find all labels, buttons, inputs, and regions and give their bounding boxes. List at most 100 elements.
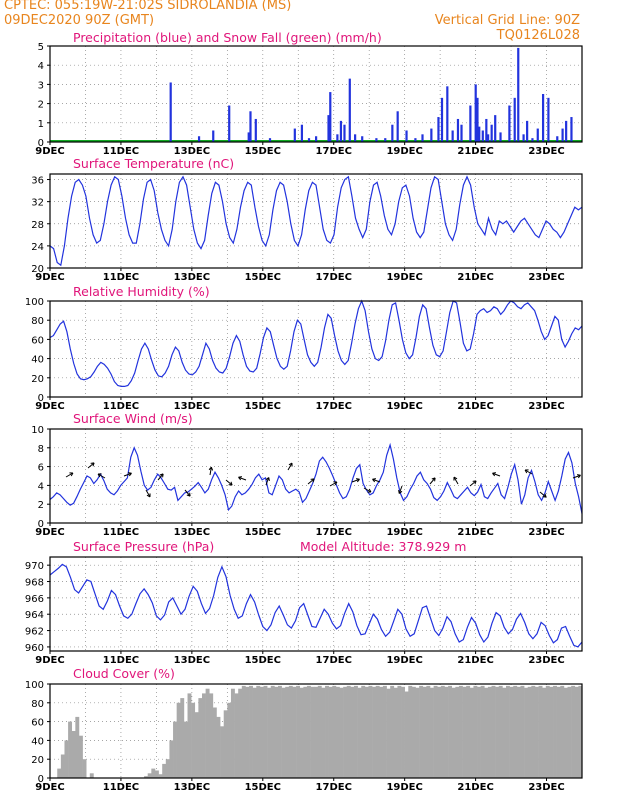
cloud-bar	[527, 686, 532, 778]
x-tick-label: 11DEC	[103, 655, 139, 666]
precip-bar	[307, 138, 311, 142]
cloud-bar	[183, 721, 188, 778]
cloud-bar	[386, 688, 391, 778]
cloud-bar	[162, 763, 167, 778]
wind-arrow-head	[97, 473, 102, 478]
wind-arrow	[469, 480, 477, 487]
cloud-bar	[303, 686, 308, 778]
x-tick-label: 13DEC	[174, 782, 210, 793]
cloud-bar	[473, 685, 478, 778]
precip-bar	[456, 118, 460, 142]
cloud-bar	[419, 685, 424, 778]
cloud-bar	[437, 686, 442, 778]
cloud-bar	[328, 686, 333, 778]
cloud-bar	[506, 685, 510, 778]
precip-bar	[348, 78, 351, 142]
precip-bar	[522, 134, 525, 142]
cloud-bar	[176, 702, 181, 778]
x-tick-label: 21DEC	[457, 272, 493, 283]
cloud-bar	[444, 686, 449, 778]
cloud-bar	[64, 740, 69, 778]
cloud-bar	[191, 702, 196, 778]
cloud-bar	[339, 687, 344, 778]
date-label: 09DEC2020 90Z (GMT)	[4, 13, 155, 28]
cloud-bar	[397, 685, 402, 778]
cloud-bar	[202, 693, 206, 778]
y-tick-label: 60	[31, 718, 44, 729]
cloud-bar	[78, 735, 83, 778]
cloud-bar	[451, 687, 456, 778]
cloud-bar	[220, 726, 225, 778]
wind-arrow	[123, 472, 132, 477]
precip-bar	[481, 130, 484, 142]
wind-arrow-head	[542, 493, 547, 498]
wind-arrow-head	[524, 469, 529, 474]
cloud-bar	[71, 731, 76, 778]
cloud-bar	[281, 687, 286, 778]
x-tick-label: 23DEC	[528, 527, 564, 538]
cloud-bar	[422, 686, 427, 778]
precip-bar	[517, 47, 520, 142]
y-tick-label: 36	[31, 176, 44, 187]
y-tick-label: 962	[25, 627, 44, 638]
y-tick-label: 960	[25, 643, 44, 654]
cloud-bar	[75, 716, 80, 778]
cloud-bar	[487, 686, 492, 778]
wind-arrow	[351, 478, 360, 483]
wind-arrow-head	[355, 478, 360, 483]
x-tick-label: 21DEC	[457, 146, 493, 157]
grid-line-label: Vertical Grid Line: 90Z	[434, 13, 580, 28]
precip-bar	[249, 111, 252, 142]
precip-bar	[469, 105, 472, 142]
cloud-bar	[205, 688, 210, 778]
y-tick-label: 970	[25, 561, 44, 572]
y-tick-label: 2	[38, 500, 44, 511]
wind-arrow-head	[90, 462, 95, 467]
precip-bar	[440, 97, 444, 142]
plot-frame	[49, 300, 583, 398]
wind-arrow	[363, 487, 372, 493]
y-tick-label: 5	[38, 42, 44, 53]
cloud-bar	[556, 686, 561, 778]
y-tick-label: 80	[31, 316, 44, 327]
cloud-bar	[372, 686, 377, 778]
x-tick-label: 9DEC	[35, 146, 64, 157]
x-tick-label: 9DEC	[35, 527, 64, 538]
cloud-bar	[433, 685, 438, 778]
location-title: CPTEC: 055:19W-21:02S SIDROLANDIA (MS)	[4, 0, 292, 13]
y-tick-label: 8	[38, 444, 44, 455]
cloud-bar	[194, 712, 199, 778]
cloud-bar	[382, 685, 387, 778]
wind-arrow	[429, 477, 436, 485]
cloud-bar	[354, 685, 358, 778]
cloud-bar	[198, 698, 203, 778]
panel-6	[47, 683, 583, 781]
cloud-bar	[270, 685, 275, 778]
panel-4	[47, 428, 583, 526]
precip-bar	[421, 134, 424, 142]
cloud-bar	[361, 685, 366, 778]
cloud-bar	[458, 685, 463, 778]
precip-bar	[375, 138, 378, 142]
precip-bar	[446, 86, 449, 142]
cloud-bar	[60, 754, 65, 778]
cloud-bar	[306, 685, 311, 778]
precip-bar	[487, 134, 490, 142]
y-tick-label: 0	[38, 774, 44, 785]
cloud-bar	[375, 685, 380, 778]
precip-bar	[354, 134, 357, 142]
y-tick-label: 1	[38, 119, 44, 130]
cloud-bar	[321, 687, 326, 778]
series-line	[49, 563, 583, 648]
x-tick-label: 23DEC	[528, 655, 564, 666]
cloud-bar	[455, 686, 460, 778]
precip-bar	[329, 92, 332, 142]
wind-arrow-head	[472, 480, 477, 485]
cloud-bar	[357, 687, 362, 778]
wind-arrow	[265, 477, 270, 486]
cloud-bar	[346, 685, 351, 778]
x-tick-label: 17DEC	[316, 782, 352, 793]
x-tick-label: 17DEC	[316, 401, 352, 412]
cloud-bar	[343, 686, 348, 778]
cloud-bar	[571, 685, 576, 778]
